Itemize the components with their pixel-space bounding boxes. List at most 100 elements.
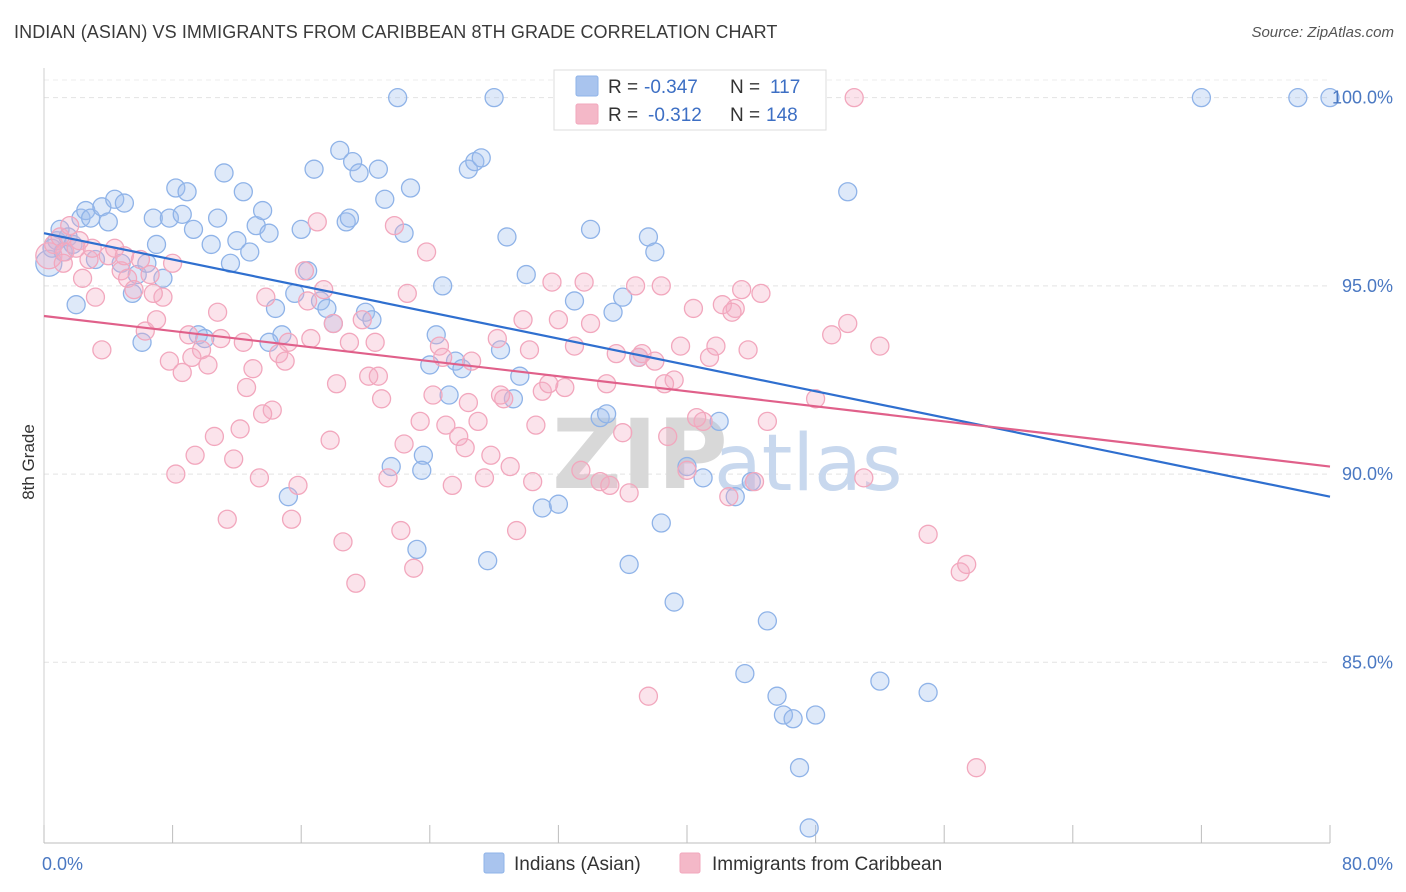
indians-asian-point xyxy=(497,227,517,247)
caribbean-point xyxy=(918,524,938,544)
caribbean-point xyxy=(526,415,546,435)
caribbean-point xyxy=(288,475,308,496)
bottom-legend-label-indians: Indians (Asian) xyxy=(514,854,641,875)
caribbean-point xyxy=(490,385,511,405)
indians-asian-point xyxy=(66,295,86,315)
caribbean-point xyxy=(574,272,594,292)
caribbean-point xyxy=(307,212,327,232)
stats-legend-swatch-pink xyxy=(575,103,599,125)
indians-asian-point xyxy=(98,212,118,232)
caribbean-point xyxy=(870,336,890,356)
indians-asian-point xyxy=(548,494,569,514)
indians-asian-point xyxy=(767,686,787,706)
x-tick-label-max: 80.0% xyxy=(1342,854,1393,874)
indians-asian-point xyxy=(532,498,552,518)
caribbean-point xyxy=(619,483,639,503)
caribbean-point xyxy=(625,276,646,296)
indians-asian-point xyxy=(400,178,421,198)
indians-asian-point xyxy=(1320,87,1340,108)
caribbean-point xyxy=(606,343,626,364)
stats-legend-swatch-blue xyxy=(575,75,599,97)
caribbean-point xyxy=(416,242,437,262)
caribbean-point xyxy=(600,475,620,496)
caribbean-point xyxy=(706,336,726,356)
caribbean-point xyxy=(159,351,180,371)
caribbean-point xyxy=(85,287,106,307)
caribbean-point xyxy=(378,468,398,488)
indians-asian-point xyxy=(757,611,778,631)
caribbean-point xyxy=(500,456,520,477)
indians-asian-point xyxy=(166,178,186,198)
caribbean-point xyxy=(79,249,99,270)
caribbean-point xyxy=(854,468,874,488)
indians-asian-point xyxy=(214,163,234,183)
caribbean-point xyxy=(590,471,610,492)
caribbean-point xyxy=(153,287,173,307)
caribbean-point xyxy=(397,283,417,304)
caribbean-point xyxy=(140,264,160,285)
caribbean-point xyxy=(686,407,707,428)
caribbean-point xyxy=(323,313,344,334)
caribbean-point xyxy=(182,347,202,368)
indians-asian-point xyxy=(227,231,247,251)
bottom-legend-swatch-indians xyxy=(483,852,505,874)
caribbean-point xyxy=(243,359,263,379)
caribbean-point xyxy=(423,385,443,405)
caribbean-point xyxy=(198,355,218,375)
watermark: ZIP atlas xyxy=(552,399,903,511)
caribbean-point xyxy=(838,313,858,334)
caribbean-point xyxy=(339,332,360,352)
stats-legend-r-value-pink: -0.312 xyxy=(648,105,702,126)
y-tick-label: 95.0% xyxy=(1342,276,1393,296)
indians-asian-point xyxy=(342,151,363,172)
caribbean-point xyxy=(719,487,739,507)
caribbean-point xyxy=(844,87,864,108)
indians-asian-point xyxy=(146,234,167,255)
indians-asian-point xyxy=(349,163,369,183)
indians-asian-point xyxy=(183,219,204,240)
caribbean-point xyxy=(130,249,151,270)
indians-asian-point xyxy=(564,291,585,311)
indians-asian-point xyxy=(603,302,623,322)
caribbean-point xyxy=(658,426,678,447)
caribbean-point xyxy=(252,404,273,424)
y-tick-label: 85.0% xyxy=(1342,652,1393,672)
caribbean-point xyxy=(384,215,405,236)
trend-lines xyxy=(43,232,1331,498)
indians-asian-point xyxy=(484,87,504,108)
caribbean-point xyxy=(217,509,237,529)
indians-asian-point xyxy=(783,709,803,729)
caribbean-point xyxy=(297,291,318,311)
caribbean-point xyxy=(519,340,540,360)
indians-asian-point xyxy=(613,287,633,307)
stats-legend-r-label-pink: R = xyxy=(608,105,638,126)
indians-asian-point xyxy=(458,159,479,179)
indians-asian-point xyxy=(725,487,745,507)
grid-lines xyxy=(44,79,1330,663)
caribbean-point xyxy=(371,389,392,409)
stats-legend-n-label-blue: N = xyxy=(730,77,760,98)
indians-asian-point xyxy=(387,87,408,108)
caribbean-point xyxy=(352,310,372,330)
caribbean-point xyxy=(455,438,475,458)
indians-asian-point xyxy=(252,200,273,221)
y-tick-label: 100.0% xyxy=(1332,88,1393,108)
indians-asian-point xyxy=(412,460,432,480)
caribbean-point xyxy=(111,261,131,281)
caribbean-point xyxy=(333,532,353,552)
caribbean-point xyxy=(822,325,842,345)
caribbean-point xyxy=(275,351,295,371)
caribbean-point xyxy=(92,340,112,360)
caribbean-point xyxy=(732,279,752,300)
caribbean-point xyxy=(320,430,340,450)
indians-asian-point xyxy=(132,332,152,352)
indians-asian-point xyxy=(516,264,536,285)
caribbean-point xyxy=(683,298,704,319)
caribbean-point xyxy=(278,332,298,352)
indians-asian-point xyxy=(838,182,858,202)
caribbean-point xyxy=(256,287,276,307)
caribbean-point xyxy=(249,468,270,488)
caribbean-point xyxy=(204,426,225,447)
indians-asian-point xyxy=(789,758,810,778)
